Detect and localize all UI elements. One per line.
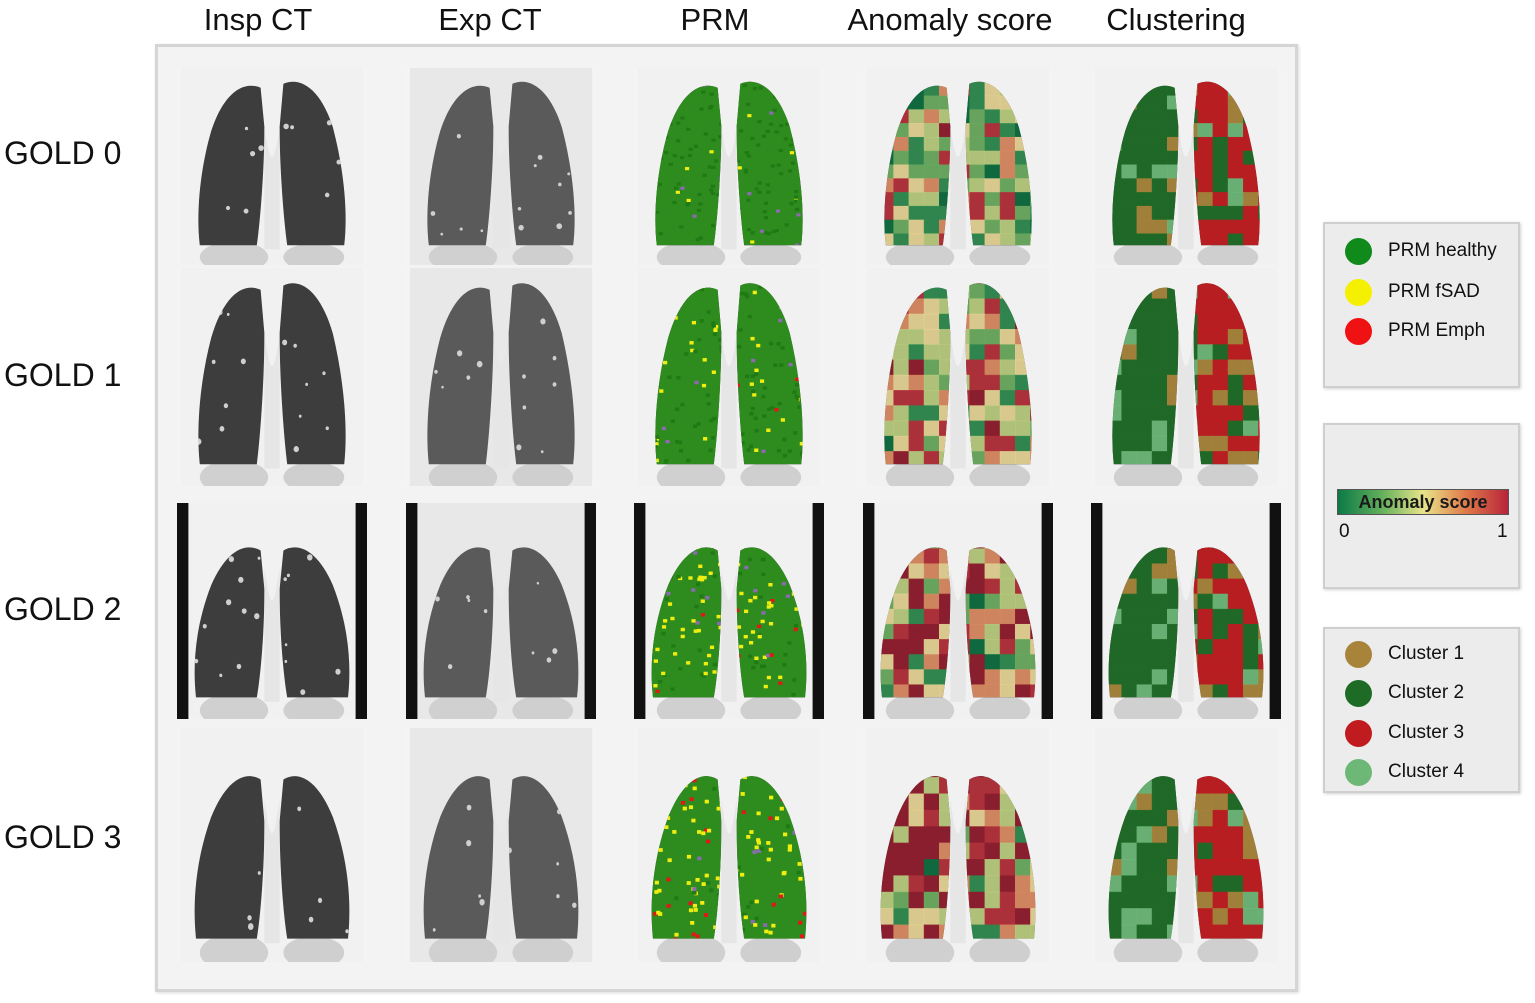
cluster-legend: Cluster 1 Cluster 2 Cluster 3 Cluster 4 bbox=[1323, 627, 1520, 793]
scan-gold-3-prm bbox=[634, 728, 824, 962]
anomaly-colorbar: Anomaly score bbox=[1337, 489, 1509, 515]
row-label-gold-0: GOLD 0 bbox=[4, 135, 122, 171]
scan-gold-0-anomaly-score bbox=[863, 68, 1053, 265]
legend-label: Cluster 3 bbox=[1388, 722, 1465, 743]
prm-legend: PRM healthy PRM fSAD PRM Emph bbox=[1323, 222, 1520, 388]
legend-label: PRM healthy bbox=[1388, 240, 1497, 261]
column-header-prm: PRM bbox=[680, 2, 750, 37]
scan-gold-0-exp-ct bbox=[406, 68, 596, 265]
scan-gold-2-insp-ct bbox=[177, 503, 367, 719]
cluster-1-swatch bbox=[1345, 640, 1372, 668]
row-label-gold-1: GOLD 1 bbox=[4, 357, 122, 393]
scan-gold-3-insp-ct bbox=[177, 728, 367, 962]
legend-label: Cluster 4 bbox=[1388, 761, 1465, 782]
cluster-3-swatch bbox=[1345, 719, 1372, 747]
prm-fsad-swatch bbox=[1345, 278, 1372, 306]
colorbar-min-label: 0 bbox=[1339, 521, 1350, 542]
legend-item-prm-fsad: PRM fSAD bbox=[1345, 277, 1480, 307]
column-header-clustering: Clustering bbox=[1106, 2, 1246, 37]
column-header-exp-ct: Exp CT bbox=[438, 2, 542, 37]
scan-gold-3-clustering bbox=[1091, 728, 1281, 962]
scan-gold-2-clustering bbox=[1091, 503, 1281, 719]
cluster-4-swatch bbox=[1345, 758, 1372, 786]
legend-item-cluster-1: Cluster 1 bbox=[1345, 639, 1464, 669]
scan-gold-1-insp-ct bbox=[177, 268, 367, 486]
anomaly-colorbar-legend: Anomaly score 0 1 bbox=[1323, 423, 1520, 589]
column-header-anomaly-score: Anomaly score bbox=[847, 2, 1053, 37]
scan-gold-1-anomaly-score bbox=[863, 268, 1053, 486]
column-header-insp-ct: Insp CT bbox=[203, 2, 313, 37]
legend-item-prm-emph: PRM Emph bbox=[1345, 316, 1485, 346]
scan-gold-3-exp-ct bbox=[406, 728, 596, 962]
legend-label: Cluster 1 bbox=[1388, 643, 1465, 664]
row-label-gold-3: GOLD 3 bbox=[4, 819, 122, 855]
legend-label: PRM fSAD bbox=[1388, 281, 1480, 302]
scan-gold-0-clustering bbox=[1091, 68, 1281, 265]
prm-emph-swatch bbox=[1345, 317, 1372, 345]
legend-item-cluster-2: Cluster 2 bbox=[1345, 678, 1464, 708]
scan-gold-2-prm bbox=[634, 503, 824, 719]
scan-gold-3-anomaly-score bbox=[863, 728, 1053, 962]
scan-gold-1-exp-ct bbox=[406, 268, 596, 486]
legend-item-cluster-3: Cluster 3 bbox=[1345, 718, 1464, 748]
scan-gold-0-prm bbox=[634, 68, 824, 265]
scan-gold-1-prm bbox=[634, 268, 824, 486]
legend-item-prm-healthy: PRM healthy bbox=[1345, 236, 1497, 266]
cluster-2-swatch bbox=[1345, 679, 1372, 707]
legend-item-cluster-4: Cluster 4 bbox=[1345, 757, 1464, 787]
prm-healthy-swatch bbox=[1345, 237, 1372, 265]
scan-gold-2-exp-ct bbox=[406, 503, 596, 719]
legend-label: Cluster 2 bbox=[1388, 682, 1465, 703]
colorbar-title: Anomaly score bbox=[1358, 492, 1488, 512]
scan-gold-2-anomaly-score bbox=[863, 503, 1053, 719]
legend-label: PRM Emph bbox=[1388, 320, 1486, 341]
scan-gold-1-clustering bbox=[1091, 268, 1281, 486]
colorbar-max-label: 1 bbox=[1497, 521, 1508, 542]
scan-gold-0-insp-ct bbox=[177, 68, 367, 265]
row-label-gold-2: GOLD 2 bbox=[4, 591, 122, 627]
